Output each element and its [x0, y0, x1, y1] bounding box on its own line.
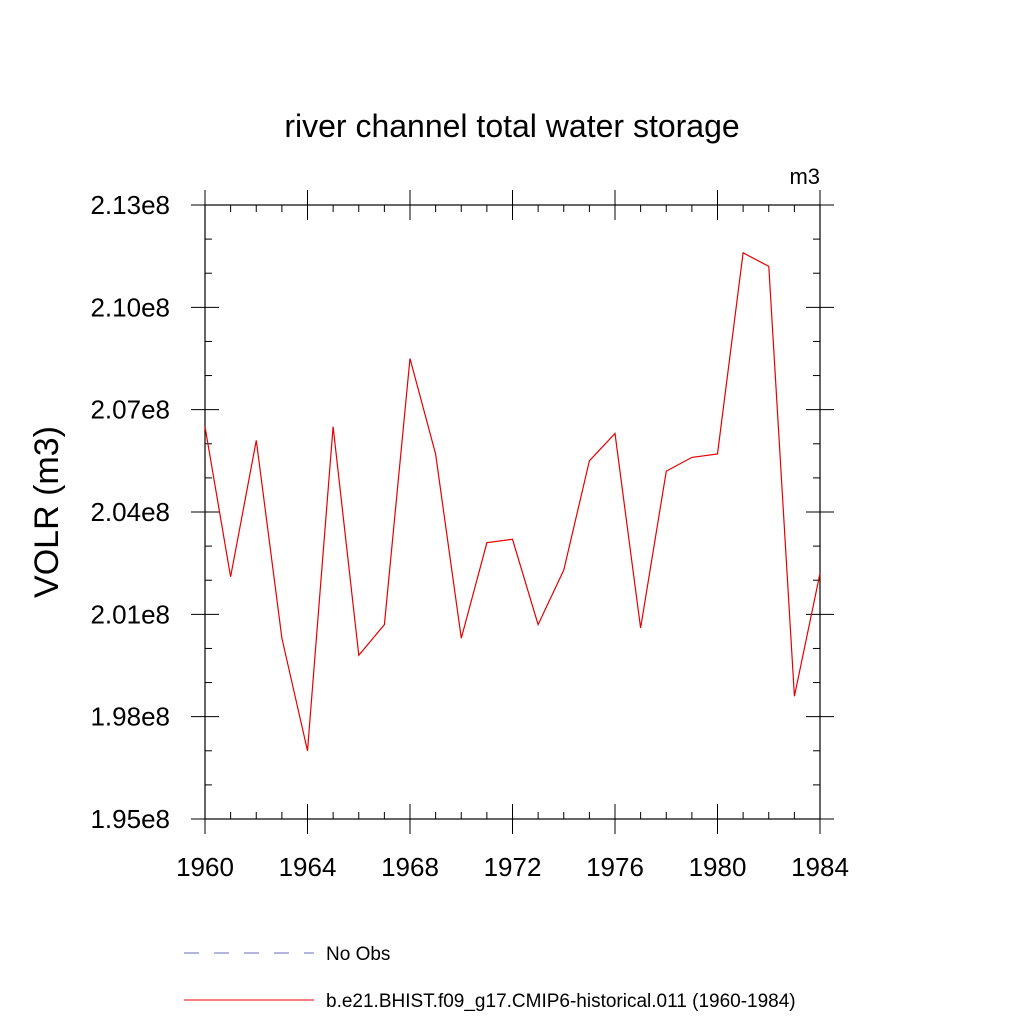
y-tick-label: 1.95e8: [90, 804, 170, 834]
x-tick-label: 1960: [176, 852, 234, 882]
tick-labels: 1960 1964 1968 1972 1976 1980 1984 1.95e8 1.98e8…: [90, 190, 848, 882]
minor-ticks: [205, 205, 820, 819]
y-axis-label: VOLR (m3): [28, 426, 66, 598]
y-tick-label: 1.98e8: [90, 702, 170, 732]
y-tick-label: 2.07e8: [90, 395, 170, 425]
chart-title: river channel total water storage: [284, 108, 739, 144]
x-tick-label: 1964: [279, 852, 337, 882]
y-tick-label: 2.01e8: [90, 599, 170, 629]
series-lines: [204, 251, 821, 751]
y-tick-label: 2.10e8: [90, 292, 170, 322]
legend: No Obs b.e21.BHIST.f09_g17.CMIP6-historic…: [184, 944, 796, 1012]
x-tick-label: 1980: [689, 852, 747, 882]
x-tick-label: 1968: [381, 852, 439, 882]
legend-label: No Obs: [326, 944, 390, 965]
units-label: m3: [789, 164, 820, 189]
y-tick-label: 2.04e8: [90, 497, 170, 527]
x-tick-label: 1984: [791, 852, 849, 882]
y-tick-label: 2.13e8: [90, 190, 170, 220]
plot-frame: [204, 204, 821, 820]
legend-label: b.e21.BHIST.f09_g17.CMIP6-historical.011…: [326, 991, 796, 1012]
x-tick-label: 1976: [586, 852, 644, 882]
x-tick-label: 1972: [484, 852, 542, 882]
series-line: [204, 251, 821, 751]
major-ticks: [191, 190, 834, 834]
